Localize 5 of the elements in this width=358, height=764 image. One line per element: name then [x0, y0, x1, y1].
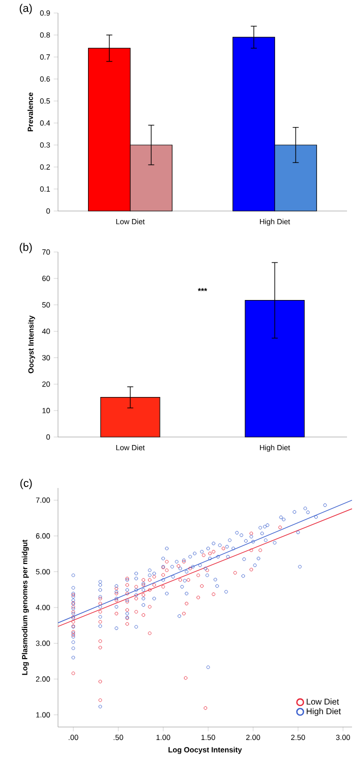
chart-title: (a): [20, 4, 32, 14]
chart-title: (b): [20, 242, 32, 254]
legend-label: Low Diet: [306, 698, 339, 705]
chart-title: (c): [20, 478, 32, 490]
legend-label: High Diet: [306, 708, 341, 716]
